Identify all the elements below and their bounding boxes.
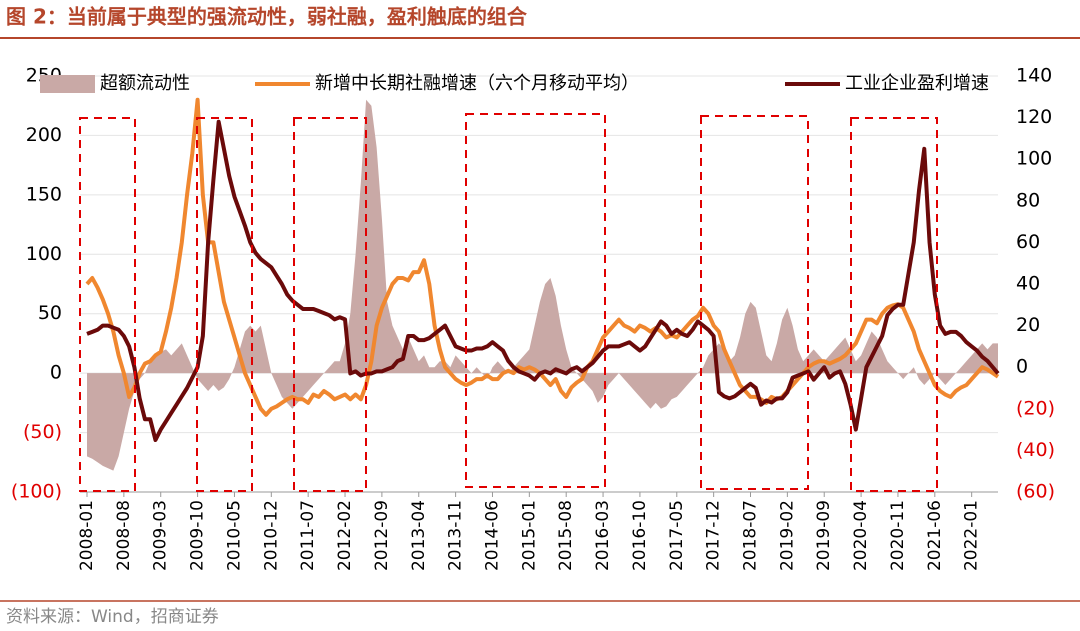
x-tick-label: 2014-06 bbox=[482, 500, 502, 571]
x-tick-label: 2015-08 bbox=[556, 500, 576, 571]
x-tick-label: 2009-10 bbox=[188, 500, 208, 571]
x-tick-label: 2020-11 bbox=[888, 500, 908, 571]
x-tick-label: 2016-10 bbox=[630, 500, 650, 571]
y-tick-label: (50) bbox=[23, 421, 62, 443]
y2-tick-label: 40 bbox=[1016, 273, 1040, 295]
highlight-box bbox=[196, 117, 253, 492]
highlight-box bbox=[465, 113, 606, 488]
x-tick-label: 2019-09 bbox=[814, 500, 834, 571]
x-tick-label: 2012-02 bbox=[335, 500, 355, 571]
area bbox=[87, 99, 998, 471]
y2-tick-label: 80 bbox=[1016, 189, 1040, 211]
highlight-box bbox=[293, 117, 367, 492]
legend-label: 超额流动性 bbox=[100, 73, 190, 94]
x-tick-label: 2022-01 bbox=[962, 500, 982, 571]
highlight-box bbox=[850, 117, 938, 492]
x-tick-label: 2013-11 bbox=[446, 500, 466, 571]
x-tick-label: 2010-05 bbox=[224, 500, 244, 571]
highlight-box bbox=[700, 115, 809, 490]
x-tick-label: 2012-09 bbox=[372, 500, 392, 571]
highlight-boxes bbox=[79, 113, 938, 492]
legend-label: 新增中长期社融增速（六个月移动平均） bbox=[315, 73, 639, 94]
y2-tick-label: 60 bbox=[1016, 231, 1040, 253]
line bbox=[86, 119, 1000, 442]
y2-tick-label: 120 bbox=[1016, 106, 1052, 128]
x-tick-label: 2010-12 bbox=[261, 500, 281, 571]
y-tick-label: 0 bbox=[50, 362, 62, 384]
x-tick-label: 2008-01 bbox=[77, 500, 97, 571]
y-tick-label: 150 bbox=[26, 183, 62, 205]
x-tick-label: 2019-02 bbox=[777, 500, 797, 571]
x-tick-label: 2015-01 bbox=[519, 500, 539, 571]
x-tick-label: 2020-04 bbox=[851, 500, 871, 571]
x-tick-label: 2008-08 bbox=[114, 500, 134, 571]
y2-tick-label: (20) bbox=[1016, 397, 1055, 419]
y-tick-label: 200 bbox=[26, 124, 62, 146]
x-tick-label: 2013-04 bbox=[409, 500, 429, 571]
y2-tick-label: (60) bbox=[1016, 481, 1055, 503]
legend: 超额流动性 新增中长期社融增速（六个月移动平均） 工业企业盈利增速 bbox=[40, 73, 989, 94]
legend-label: 工业企业盈利增速 bbox=[845, 73, 989, 94]
x-tick-label: 2016-03 bbox=[593, 500, 613, 571]
x-tick-label: 2009-03 bbox=[151, 500, 171, 571]
x-tick-label: 2017-05 bbox=[667, 500, 687, 571]
source: 资料来源：Wind，招商证券 bbox=[6, 607, 219, 627]
legend-swatch bbox=[40, 75, 95, 93]
x-tick-label: 2021-06 bbox=[925, 500, 945, 571]
y-tick-label: 100 bbox=[26, 243, 62, 265]
x-tick-label: 2018-07 bbox=[741, 500, 761, 571]
line bbox=[85, 97, 1000, 417]
chart-title: 图 2：当前属于典型的强流动性，弱社融，盈利触底的组合 bbox=[6, 5, 528, 29]
y2-tick-label: 100 bbox=[1016, 148, 1052, 170]
x-tick-label: 2017-12 bbox=[704, 500, 724, 571]
x-tick-label: 2011-07 bbox=[298, 500, 318, 571]
y2-tick-label: (40) bbox=[1016, 439, 1055, 461]
y-tick-label: 50 bbox=[38, 302, 62, 324]
plot: (100)(50)050100150200250(60)(40)(20)0204… bbox=[11, 65, 1055, 572]
y2-tick-label: 140 bbox=[1016, 65, 1052, 87]
y-tick-label: (100) bbox=[11, 481, 62, 503]
y2-tick-label: 0 bbox=[1016, 356, 1028, 378]
highlight-box bbox=[79, 117, 136, 492]
y2-tick-label: 20 bbox=[1016, 314, 1040, 336]
